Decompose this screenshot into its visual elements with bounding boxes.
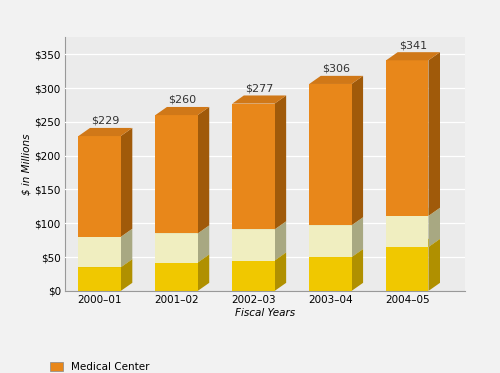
Polygon shape (232, 221, 286, 229)
Polygon shape (156, 225, 209, 233)
Text: $229: $229 (91, 116, 120, 126)
Bar (386, 247, 428, 291)
Bar (309, 84, 352, 225)
Polygon shape (352, 217, 363, 257)
Bar (156, 233, 198, 263)
Text: $260: $260 (168, 95, 196, 105)
Polygon shape (232, 253, 286, 260)
Polygon shape (198, 107, 209, 233)
Bar (309, 225, 352, 257)
Bar (386, 60, 428, 216)
Bar (232, 229, 274, 260)
Polygon shape (428, 208, 440, 247)
Polygon shape (309, 249, 363, 257)
Polygon shape (428, 239, 440, 291)
Bar (232, 104, 274, 229)
Bar (309, 257, 352, 291)
Polygon shape (386, 52, 440, 60)
Bar (156, 263, 198, 291)
Text: $306: $306 (322, 64, 350, 74)
Text: $341: $341 (399, 40, 427, 50)
Polygon shape (232, 95, 286, 104)
Polygon shape (121, 259, 132, 291)
Polygon shape (309, 217, 363, 225)
Y-axis label: $ in Millions: $ in Millions (22, 134, 32, 195)
Polygon shape (121, 229, 132, 267)
Polygon shape (156, 107, 209, 115)
Bar (232, 260, 274, 291)
Polygon shape (352, 76, 363, 225)
Polygon shape (121, 128, 132, 237)
Polygon shape (386, 239, 440, 247)
Polygon shape (274, 95, 286, 229)
Bar (78, 237, 121, 267)
Text: $277: $277 (245, 84, 274, 94)
Polygon shape (78, 128, 132, 136)
Polygon shape (352, 249, 363, 291)
X-axis label: Fiscal Years: Fiscal Years (235, 308, 295, 318)
Polygon shape (198, 225, 209, 263)
Polygon shape (78, 229, 132, 237)
Bar (156, 115, 198, 233)
Polygon shape (156, 254, 209, 263)
Polygon shape (428, 52, 440, 216)
Polygon shape (386, 208, 440, 216)
Polygon shape (274, 221, 286, 260)
Legend: Medical Center, College, Other, including Laboratory for Laser Energetics: Medical Center, College, Other, includin… (50, 362, 323, 373)
Bar (386, 216, 428, 247)
Bar (78, 267, 121, 291)
Polygon shape (78, 259, 132, 267)
Polygon shape (198, 254, 209, 291)
Polygon shape (309, 76, 363, 84)
Polygon shape (274, 253, 286, 291)
Bar (78, 136, 121, 237)
